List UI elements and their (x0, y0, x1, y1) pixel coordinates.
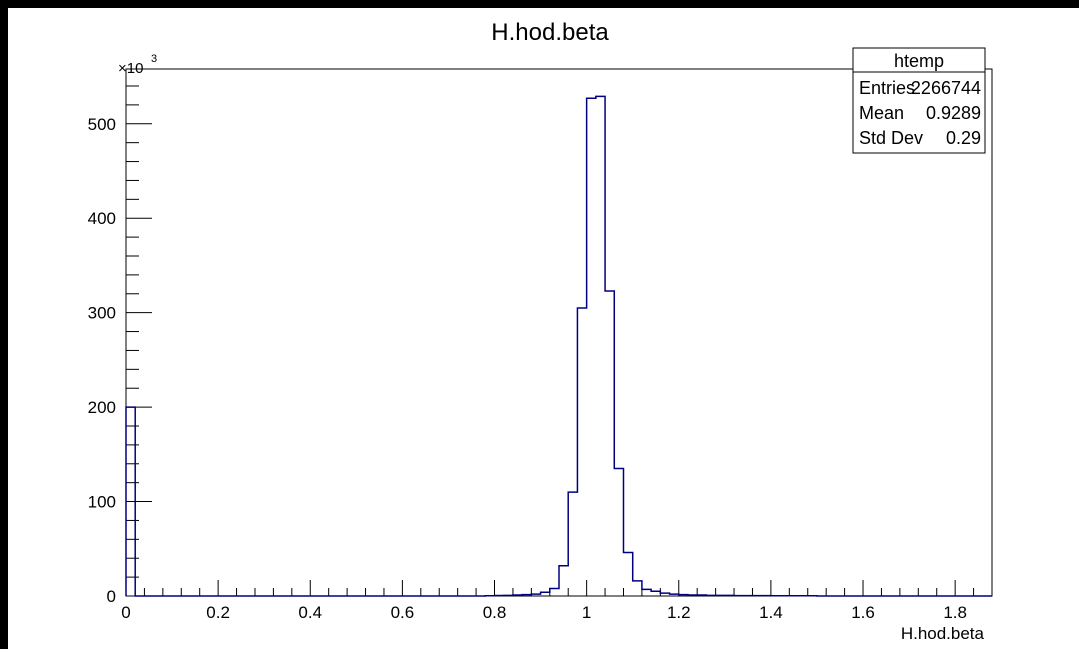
histogram-bin (633, 581, 642, 596)
histogram-bin (605, 291, 614, 596)
x-axis-label: H.hod.beta (901, 624, 985, 643)
histogram-bin (550, 588, 559, 596)
y-axis: 0 100 200 300 400 500 (88, 85, 152, 606)
x-tick-label: 1.6 (851, 603, 875, 622)
y-tick-label: 0 (107, 587, 116, 606)
histogram-bin (596, 96, 605, 596)
x-tick-label: 1 (582, 603, 591, 622)
y-tick-label: 300 (88, 304, 116, 323)
x-tick-label: 0.8 (483, 603, 507, 622)
x-tick-label: 0.6 (391, 603, 415, 622)
y-tick-label: 400 (88, 209, 116, 228)
x-tick-label: 0.2 (206, 603, 230, 622)
y-axis-multiplier: ×10 3 (118, 53, 157, 77)
histogram-outline (125, 95, 992, 597)
stats-box: htemp Entries 2266744 Mean 0.9289 Std De… (852, 47, 986, 154)
chart-title: H.hod.beta (491, 19, 609, 46)
y-tick-label: 100 (88, 493, 116, 512)
histogram-bin (559, 566, 568, 596)
stats-stddev-value: 0.29 (946, 128, 981, 148)
plot-frame (125, 68, 993, 597)
stats-mean-value: 0.9289 (926, 103, 981, 123)
stats-entries-value: 2266744 (911, 78, 981, 98)
x-tick-label: 1.8 (943, 603, 967, 622)
histogram-bin (587, 98, 596, 596)
y-multiplier-label: ×10 (118, 60, 143, 77)
y-tick-label: 200 (88, 398, 116, 417)
stats-mean-label: Mean (859, 103, 904, 123)
stats-stddev-label: Std Dev (859, 128, 923, 148)
x-tick-label: 1.2 (667, 603, 691, 622)
histogram-bin (577, 308, 586, 596)
x-axis: 0 0.2 0.4 0.6 0.8 1 1.2 1.4 1.6 1.8 (121, 580, 975, 622)
histogram-chart: H.hod.beta ×10 3 0 0.2 0.4 0.6 0.8 1 1.2 1.4 1.6… (88, 19, 993, 643)
chart-canvas: H.hod.beta ×10 3 0 0.2 0.4 0.6 0.8 1 1.2 1.4 1.6… (8, 8, 1079, 649)
histogram-bin (623, 553, 632, 596)
stats-box-title: htemp (894, 51, 944, 71)
stats-entries-label: Entries (859, 78, 915, 98)
histogram-bin (614, 469, 623, 597)
x-tick-label: 0.4 (298, 603, 322, 622)
histogram-bins (126, 96, 817, 596)
y-multiplier-exponent: 3 (151, 53, 157, 65)
x-tick-label: 0 (121, 603, 130, 622)
x-tick-label: 1.4 (759, 603, 783, 622)
histogram-bin (568, 492, 577, 596)
histogram-bin (642, 589, 651, 596)
y-tick-label: 500 (88, 115, 116, 134)
